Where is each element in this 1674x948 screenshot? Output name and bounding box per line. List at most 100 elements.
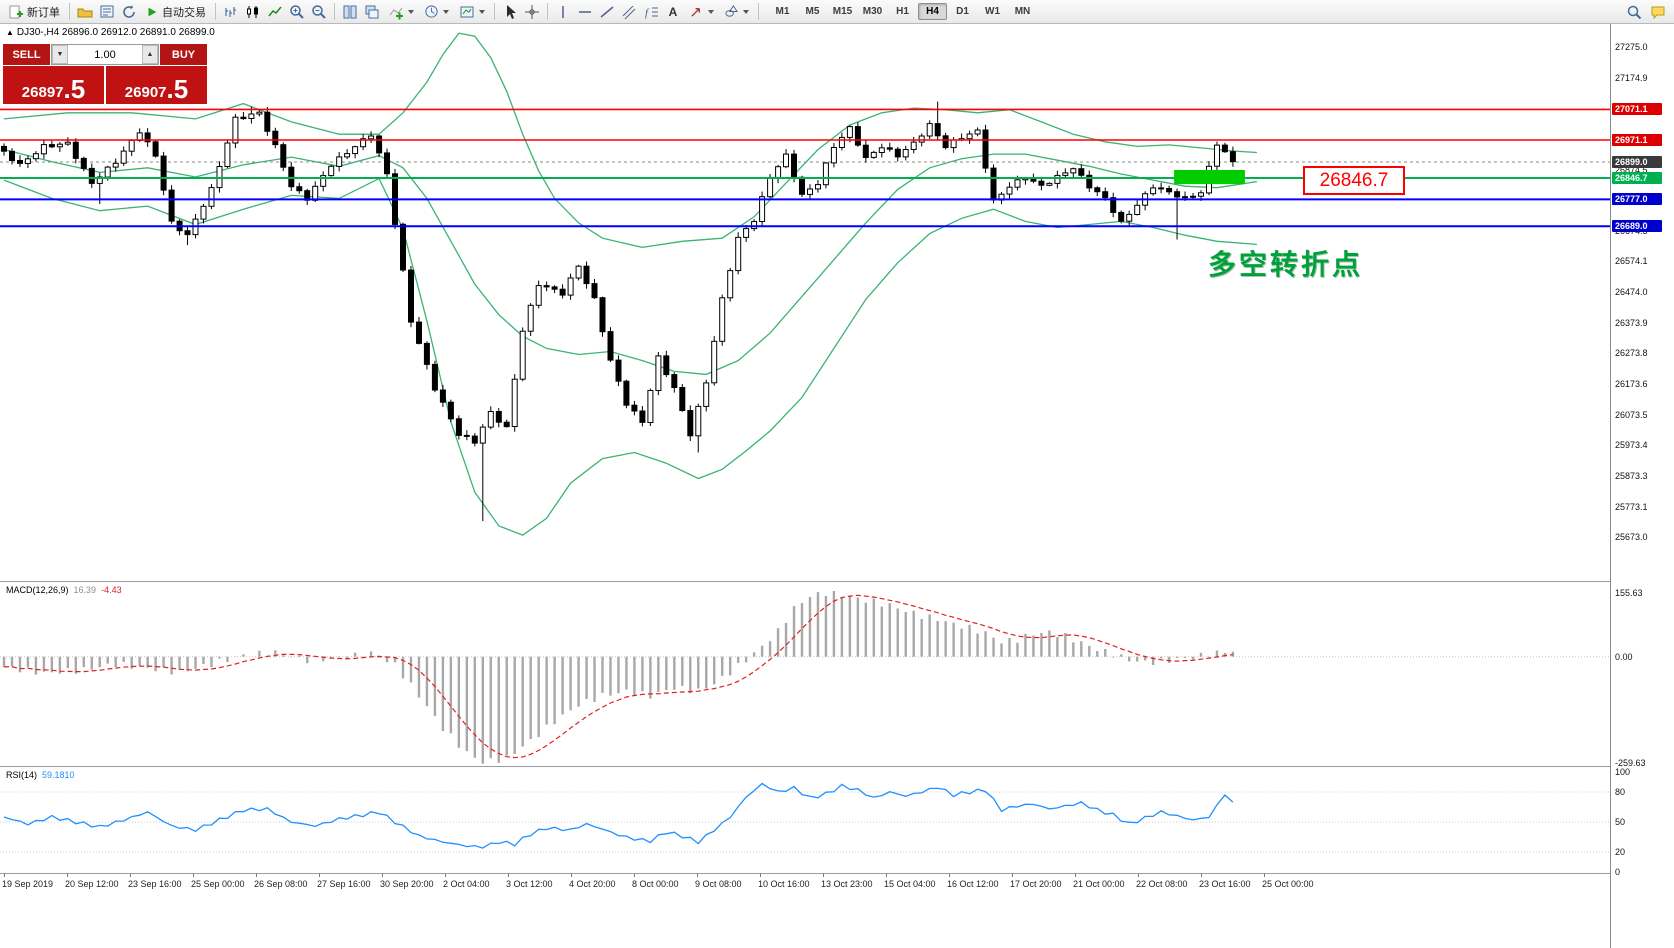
text-tool-button[interactable]: A [663,3,683,21]
volume-increase-button[interactable]: ▲ [142,45,158,64]
price-tick: 25773.1 [1615,501,1648,512]
time-label: 26 Sep 08:00 [254,879,308,889]
crosshair-icon[interactable] [522,3,542,21]
macd-value: 16.39 [73,585,97,595]
toolbar: 新订单 自动交易 [0,0,1674,24]
timeframe-m1-button[interactable]: M1 [775,6,790,17]
macd-axis-label: -259.63 [1615,758,1646,768]
time-label: 15 Oct 04:00 [884,879,936,889]
refresh-icon[interactable] [119,3,139,21]
timeframe-h4-button[interactable]: H4 [918,3,947,20]
zoom-out-icon[interactable] [309,3,329,21]
price-tick: 26373.9 [1615,317,1648,328]
vertical-line-tool-icon[interactable] [553,3,573,21]
main-chart[interactable] [0,24,1610,581]
time-label: 4 Oct 20:00 [569,879,616,889]
rsi-name: RSI(14) [6,770,38,780]
play-icon [148,7,157,16]
macd-pane[interactable] [0,582,1610,766]
timeframe-d1-button[interactable]: D1 [956,6,969,17]
pane-separator[interactable] [0,766,1674,767]
periods-button[interactable] [420,3,453,20]
time-tick [319,874,320,877]
time-tick [760,874,761,877]
volume-decrease-button[interactable]: ▼ [52,45,68,64]
volume-field[interactable]: ▼ 1.00 ▲ [51,44,159,65]
time-tick [445,874,446,877]
zoom-in-icon[interactable] [287,3,307,21]
cascade-windows-icon[interactable] [362,3,382,21]
cursor-icon[interactable] [500,3,520,21]
rsi-axis-label: 50 [1615,817,1626,827]
timeframe-w1-button[interactable]: W1 [985,6,1000,17]
templates-button[interactable] [455,3,489,21]
timeframe-m30-button[interactable]: M30 [862,6,883,17]
toolbar-separator [215,3,216,20]
svg-text:f: f [645,7,650,19]
candlestick-chart-icon[interactable] [243,3,263,21]
toolbar-right-group [1624,3,1670,21]
time-tick [193,874,194,877]
chat-icon[interactable] [1648,3,1668,21]
timeframe-toolbar: M1 M5 M15 M30 H1 H4 D1 W1 MN [768,3,1037,20]
market-watch-icon[interactable] [97,3,117,21]
timeframe-m15-button[interactable]: M15 [832,6,853,17]
rsi-axis-label: 100 [1615,767,1631,777]
time-label: 23 Oct 16:00 [1199,879,1251,889]
time-label: 13 Oct 23:00 [821,879,873,889]
time-label: 2 Oct 04:00 [443,879,490,889]
indicators-button[interactable] [384,3,418,21]
bollinger-upper [3,32,1257,249]
time-label: 17 Oct 20:00 [1010,879,1062,889]
time-tick [4,874,5,877]
profiles-icon[interactable] [75,3,95,21]
toolbar-separator [758,3,759,20]
line-chart-icon[interactable] [265,3,285,21]
price-badge-26899.0: 26899.0 [1612,156,1662,169]
autotrading-button[interactable]: 自动交易 [141,3,210,21]
rsi-axis-label: 80 [1615,787,1626,797]
rsi-axis-label: 0 [1615,867,1621,877]
price-tick: 26273.8 [1615,348,1648,359]
channel-tool-icon[interactable] [619,3,639,21]
pane-separator[interactable] [0,581,1674,582]
time-tick [382,874,383,877]
buy-button[interactable]: BUY [160,44,207,65]
buy-label: BUY [171,48,196,61]
search-icon[interactable] [1624,3,1644,21]
chinese-note-annotation[interactable]: 多空转折点 [1208,249,1364,280]
collapse-marker-icon[interactable]: ▲ [6,28,14,37]
time-tick [697,874,698,877]
tile-windows-icon[interactable] [340,3,360,21]
chevron-down-icon [479,9,485,14]
macd-signal-line [3,594,1233,759]
timeframe-h1-button[interactable]: H1 [896,6,909,17]
time-label: 16 Oct 12:00 [947,879,999,889]
buy-price-display[interactable]: 26907.5 [106,66,207,104]
volume-value: 1.00 [94,48,116,61]
highlight-rectangle[interactable] [1174,170,1245,185]
price-callout-label[interactable]: 26846.7 [1303,166,1405,195]
trendline-tool-icon[interactable] [597,3,617,21]
new-order-icon [9,5,23,18]
sell-price-display[interactable]: 26897.5 [3,66,104,104]
time-label: 3 Oct 12:00 [506,879,553,889]
time-axis[interactable]: 19 Sep 2019 20 Sep 12:00 23 Sep 16:00 25 Se… [0,874,1610,896]
arrows-tool-button[interactable] [685,3,718,20]
timeframe-mn-button[interactable]: MN [1014,6,1031,17]
horizontal-line-tool-icon[interactable] [575,3,595,21]
timeframe-m5-button[interactable]: M5 [805,6,820,17]
rsi-pane[interactable] [0,767,1610,873]
time-label: 22 Oct 08:00 [1136,879,1188,889]
time-tick [823,874,824,877]
sell-button[interactable]: SELL [3,44,50,65]
rsi-axis-label: 20 [1615,847,1626,857]
time-tick [1201,874,1202,877]
chevron-down-icon [708,9,714,14]
fibonacci-tool-icon[interactable]: f [641,3,661,21]
new-order-button[interactable]: 新订单 [4,3,64,21]
shapes-tool-button[interactable] [720,3,753,20]
macd-axis-label: 155.63 [1615,588,1643,598]
bar-chart-icon[interactable] [221,3,241,21]
price-axis[interactable]: 27275.027174.927074.826974.626874.526774… [1610,24,1674,948]
